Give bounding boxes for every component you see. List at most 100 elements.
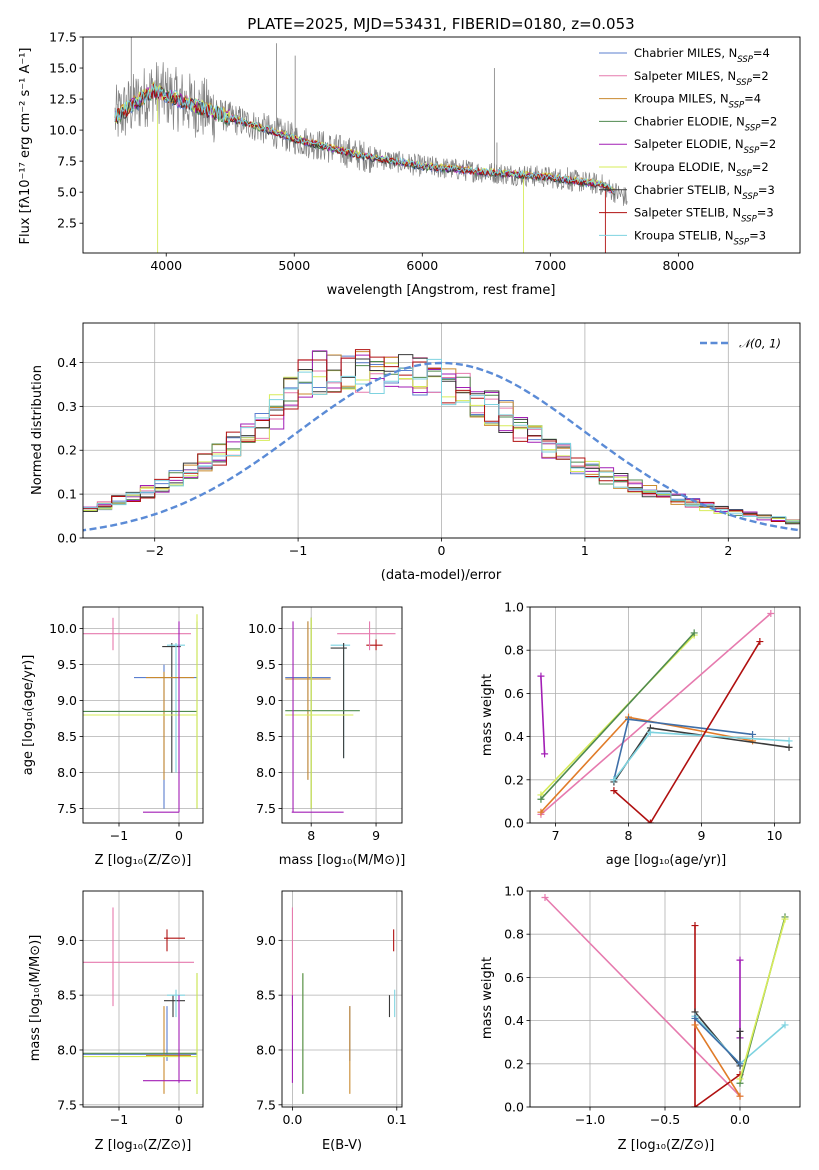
z-mw-line-salpeter-stelib [694,925,741,1107]
spectrum-ytick-label: 7.5 [57,154,77,169]
hist-xtick-label: 2 [724,543,732,558]
spectrum-xtick-label: 7000 [534,258,566,273]
legend-sub: SSP [736,78,752,88]
z-age-ytick-label: 10.0 [49,621,77,636]
age-mw-ytick-label: 0.2 [504,772,524,787]
legend-sub: SSP [734,237,750,247]
spectrum-ylabel: Flux [fλ10⁻¹⁷ erg cm⁻² s⁻¹ A⁻¹] [18,48,33,245]
z-age-frame [82,606,204,824]
legend-nssp: =2 [752,160,769,174]
legend-nssp: =3 [749,228,766,242]
z-mw-xtick-label: −1.0 [575,1112,605,1127]
legend-label: Salpeter MILES, NSSP=2 [634,69,769,88]
legend-sub: SSP [742,192,758,202]
z-mw-xtick-label: 0.0 [730,1112,750,1127]
spectrum-panel: 4000 5000 6000 7000 8000 2.5 5.0 7.5 10.0 12.5 15.… [49,30,801,273]
z-massweight-panel: −1.0 −0.5 0.0 0.0 0.2 0.4 0.6 0.8 1.0 [504,884,801,1127]
z-mw-ytick-label: 0.6 [504,970,524,985]
z-mass-ytick-label: 8.0 [57,1042,77,1057]
hist-ytick-label: 0.0 [57,531,77,546]
legend-sub: SSP [744,146,760,156]
spectrum-xtick-label: 8000 [662,258,694,273]
z-mw-marker [691,1021,699,1029]
z-mw-marker [736,956,744,964]
hist-step-kroupa-stelib [83,358,800,526]
age-mw-marker [785,737,793,745]
ebv-mass-panel: 0.0 0.1 7.5 8.0 8.5 9.0 [256,890,407,1127]
mass-age-ytick-label: 8.5 [256,729,276,744]
age-mw-xtick-label: 9 [698,828,706,843]
age-mw-marker [537,672,545,680]
z-mw-marker [736,1060,744,1068]
legend-sub: SSP [741,215,757,225]
z-age-plot-area [83,614,198,813]
age-mw-marker [610,776,618,784]
z-mw-xtick-label: −0.5 [650,1112,680,1127]
legend-label: Salpeter ELODIE, NSSP=2 [634,137,776,156]
z-mw-ytick-label: 0.0 [504,1100,524,1115]
legend-nssp: =2 [759,137,776,151]
z-mw-marker [691,1103,699,1107]
ebv-mass-xlabel: E(B-V) [322,1138,362,1153]
hist-ytick-label: 0.2 [57,443,77,458]
z-age-xtick-label: 0 [175,828,183,843]
z-age-ytick-label: 7.5 [57,801,77,816]
z-mw-line-salpeter-miles [544,896,741,1097]
spectrum-ytick-label: 17.5 [49,30,77,45]
spectrum-frame [82,36,801,254]
legend-nssp: =2 [752,69,769,83]
legend-sub: SSP [729,101,745,111]
legend-label: Kroupa ELODIE, NSSP=2 [634,160,769,179]
z-mass-ytick-label: 8.5 [57,988,77,1003]
age-mw-marker [625,715,633,723]
age-mw-xtick-label: 10 [767,828,783,843]
legend-label: Salpeter STELIB, NSSP=3 [634,206,774,225]
z-age-xtick-label: −1 [110,828,128,843]
z-mass-panel: −1 0 7.5 8.0 8.5 9.0 [57,890,204,1127]
legend-label: Kroupa MILES, NSSP=4 [634,92,761,111]
z-mw-marker [781,1021,789,1029]
ebv-mass-ytick-label: 8.5 [256,988,276,1003]
ebv-mass-ytick-label: 9.0 [256,933,276,948]
z-mw-ytick-label: 1.0 [504,884,524,899]
z-mw-marker [736,1092,744,1100]
z-age-panel: −1 0 7.5 8.0 8.5 9.0 9.5 10.0 [49,606,204,843]
mass-age-xlabel: mass [log₁₀(M/M⊙)] [279,853,406,868]
z-mw-ytick-label: 0.2 [504,1056,524,1071]
ebv-mass-ytick-label: 8.0 [256,1042,276,1057]
hist-ylabel: Normed distribution [30,365,45,495]
age-mw-frame [529,606,801,824]
hist-ytick-label: 0.4 [57,355,77,370]
age-mw-marker [537,808,545,816]
hist-plot-area [83,349,800,532]
age-mw-ytick-label: 0.6 [504,686,524,701]
z-age-ytick-label: 9.0 [57,693,77,708]
ebv-mass-xtick-label: 0.0 [282,1112,302,1127]
z-mass-ylabel: mass [log₁₀(M/M⊙)] [28,935,43,1062]
age-mw-ytick-label: 0.8 [504,643,524,658]
ebv-mass-plot-area [291,907,396,1094]
age-mw-plot-area [537,609,793,823]
model-line-kroupa-stelib [114,83,615,194]
gaussian-legend-label: 𝒩(0, 1) [739,337,781,351]
legend-nssp: =4 [753,46,770,60]
legend-label: Chabrier MILES, NSSP=4 [634,46,770,65]
legend-sub: SSP [745,123,761,133]
age-mw-marker [756,638,764,646]
age-mw-marker [749,730,757,738]
spectrum-xtick-label: 4000 [150,258,182,273]
legend-sub: SSP [736,169,752,179]
age-mw-marker [690,629,698,637]
z-mass-xtick-label: 0 [175,1112,183,1127]
ebv-mass-xtick-label: 0.1 [387,1112,407,1127]
age-mw-xtick-label: 7 [552,828,560,843]
legend-nssp: =3 [757,206,774,220]
age-mw-line-salpeter-elodie [540,676,546,754]
ebv-mass-frame [281,890,403,1108]
z-mw-xlabel: Z [log₁₀(Z/Z⊙)] [618,1138,715,1153]
z-mw-ylabel: mass weight [480,957,495,1039]
spectrum-plot-area [114,37,628,253]
mass-age-ytick-label: 9.5 [256,657,276,672]
mass-age-panel: 8 9 7.5 8.0 8.5 9.0 9.5 10.0 [248,606,403,843]
